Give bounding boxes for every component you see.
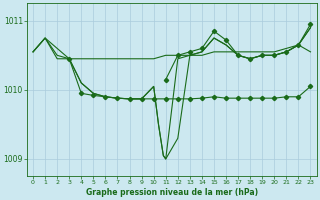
X-axis label: Graphe pression niveau de la mer (hPa): Graphe pression niveau de la mer (hPa) (86, 188, 258, 197)
